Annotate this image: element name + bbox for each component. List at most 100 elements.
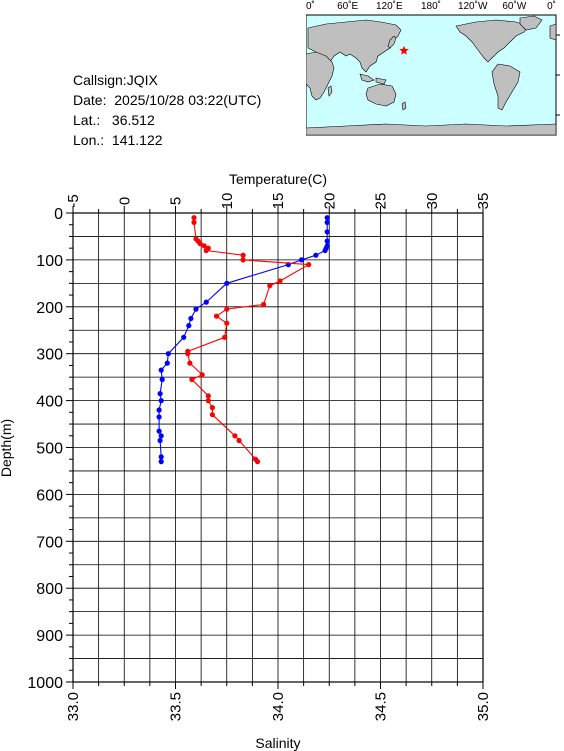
salinity-point bbox=[197, 240, 203, 247]
temperature-point bbox=[322, 247, 328, 254]
map-lon-label: 0˚ bbox=[306, 0, 315, 12]
profile-chart: -5 0 5 10 15 20 25 30 35 33.0 33.5 34.0 34.5 35.0 01… bbox=[0, 171, 492, 751]
salinity-point bbox=[205, 393, 211, 399]
depth-tick-label: 500 bbox=[36, 441, 63, 458]
land-madagascar bbox=[327, 85, 333, 97]
temperature-point bbox=[186, 323, 192, 329]
lon-value: 141.122 bbox=[111, 132, 163, 148]
temperature-point bbox=[299, 257, 305, 263]
map-latitude-labels: 60˚N0˚60˚S bbox=[556, 34, 560, 116]
temperature-point bbox=[324, 219, 330, 225]
temperature-point bbox=[156, 407, 162, 413]
lat-row: Lat.: 36.512 bbox=[73, 110, 261, 130]
depth-axis-label: Depth(m) bbox=[0, 419, 14, 477]
salinity-point bbox=[189, 376, 195, 383]
land-japan bbox=[387, 35, 397, 49]
temperature-point bbox=[157, 391, 163, 397]
salinity-axis-label: Salinity bbox=[255, 735, 300, 751]
salinity-point bbox=[306, 262, 312, 268]
salinity-point bbox=[203, 247, 209, 254]
salinity-point bbox=[209, 412, 215, 418]
depth-tick-label: 700 bbox=[36, 534, 63, 551]
station-marker bbox=[399, 45, 409, 55]
map-lon-label: 60˚W bbox=[502, 0, 526, 12]
salinity-point bbox=[224, 306, 230, 312]
temperature-point bbox=[164, 360, 170, 366]
salinity-point bbox=[213, 313, 220, 319]
salinity-point bbox=[199, 372, 205, 378]
temperature-tick-label: 15 bbox=[270, 193, 287, 210]
temperature-point bbox=[158, 367, 164, 373]
land-nz bbox=[401, 101, 407, 111]
lon-label: Lon.: bbox=[73, 132, 105, 148]
land-south-america bbox=[491, 63, 521, 111]
map-lon-label: 120˚W bbox=[458, 0, 488, 12]
land-europe-east bbox=[549, 23, 557, 41]
temperature-tick-label: 30 bbox=[424, 193, 441, 210]
callsign-value: JQIX bbox=[126, 72, 158, 88]
depth-tick-label: 200 bbox=[36, 300, 63, 317]
salinity-tick-label: 34.5 bbox=[373, 692, 390, 721]
temperature-point bbox=[324, 229, 330, 235]
salinity-tick-label: 33.5 bbox=[168, 692, 185, 721]
map-lon-label: 0˚ bbox=[547, 0, 556, 12]
depth-tick-label: 600 bbox=[36, 487, 63, 504]
salinity-point bbox=[261, 301, 267, 308]
map-lon-label: 120˚E bbox=[376, 0, 403, 12]
map-longitude-labels: 0˚ 60˚E 120˚E 180˚ 120˚W 60˚W 0˚ bbox=[306, 0, 556, 12]
land-australia bbox=[365, 83, 397, 107]
lon-row: Lon.: 141.122 bbox=[73, 130, 261, 150]
temperature-tick-label: 10 bbox=[219, 193, 236, 210]
salinity-point bbox=[185, 351, 191, 357]
salinity-point bbox=[191, 215, 197, 221]
salinity-point bbox=[205, 398, 211, 404]
depth-tick-label: 300 bbox=[36, 347, 63, 364]
depth-tick-label: 400 bbox=[36, 394, 63, 411]
map-land bbox=[306, 15, 557, 136]
temperature-point bbox=[156, 414, 162, 420]
temperature-point bbox=[224, 280, 230, 286]
temperature-point bbox=[157, 437, 163, 444]
salinity-tick-labels: 33.0 33.5 34.0 34.5 35.0 bbox=[65, 692, 492, 721]
temperature-tick-label: 5 bbox=[168, 197, 185, 205]
salinity-point bbox=[191, 219, 197, 225]
map-lon-label: 180˚ bbox=[421, 0, 441, 12]
temperature-point bbox=[156, 428, 162, 434]
plot-minor-ticks bbox=[66, 206, 484, 689]
date-value: 2025/10/28 03:22(UTC) bbox=[114, 92, 262, 108]
salinity-tick-label: 34.0 bbox=[270, 692, 287, 721]
temperature-tick-label: -5 bbox=[65, 194, 82, 207]
salinity-point bbox=[187, 360, 193, 366]
land-indonesia bbox=[359, 73, 387, 85]
lat-value: 36.512 bbox=[111, 112, 155, 128]
lat-label: Lat.: bbox=[73, 112, 101, 128]
temperature-point bbox=[158, 454, 164, 460]
temperature-point bbox=[158, 398, 164, 404]
depth-tick-labels: 0 100 200 300 400 500 600 700 800 900 1000 bbox=[27, 206, 63, 692]
temperature-point bbox=[188, 315, 194, 322]
depth-tick-label: 0 bbox=[54, 206, 63, 223]
station-marker-icon bbox=[399, 45, 409, 55]
temperature-point bbox=[159, 376, 165, 383]
depth-tick-label: 100 bbox=[36, 253, 63, 270]
temperature-point bbox=[324, 238, 330, 244]
land-antarctica bbox=[306, 123, 557, 136]
plot-grid bbox=[72, 212, 484, 683]
series-layer bbox=[156, 215, 330, 465]
map-lon-label: 60˚E bbox=[337, 0, 358, 12]
world-map: 0˚ 60˚E 120˚E 180˚ 120˚W 60˚W 0˚ 60˚N0˚60˚S bbox=[306, 0, 560, 136]
temperature-point bbox=[158, 433, 164, 439]
salinity-point bbox=[232, 433, 238, 439]
temperature-point bbox=[181, 334, 187, 340]
salinity-point bbox=[254, 459, 261, 465]
depth-tick-label: 900 bbox=[36, 628, 63, 645]
salinity-tick-label: 33.0 bbox=[65, 692, 82, 721]
depth-tick-label: 1000 bbox=[27, 675, 63, 692]
temperature-point bbox=[313, 252, 319, 258]
salinity-series bbox=[185, 215, 312, 465]
land-greenland bbox=[519, 15, 543, 31]
date-label: Date: bbox=[73, 92, 107, 108]
temperature-tick-label: 0 bbox=[116, 197, 133, 205]
depth-tick-label: 800 bbox=[36, 581, 63, 598]
temperature-point bbox=[203, 299, 209, 305]
